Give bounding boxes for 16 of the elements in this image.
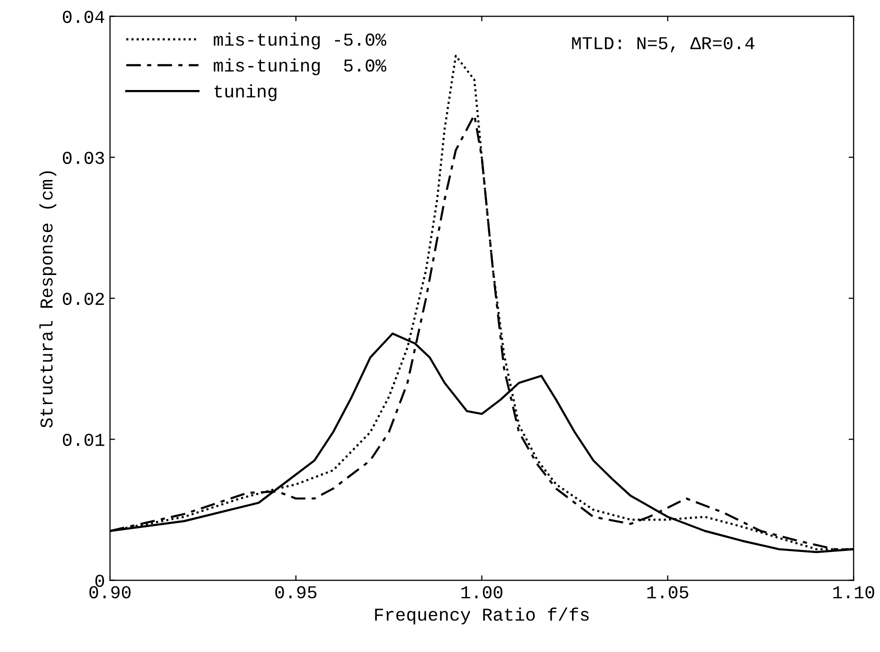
- legend-label: tuning: [214, 84, 276, 102]
- x-tick-label: 1.10: [833, 586, 874, 598]
- y-tick-label: 0.02: [62, 292, 104, 306]
- x-tick-label: 0.90: [89, 586, 131, 598]
- x-tick-label: 1.00: [461, 586, 502, 598]
- y-tick-label: 0.03: [62, 152, 104, 164]
- legend-label: mis-tuning -5.0%: [214, 32, 386, 50]
- annotation: MTLD: N=5, ΔR=0.4: [572, 37, 754, 52]
- y-tick-label: 0: [95, 574, 104, 587]
- y-tick-label: 0.01: [62, 434, 104, 446]
- legend-label: mis-tuning 5.0%: [214, 58, 386, 76]
- x-tick-label: 0.95: [275, 586, 316, 598]
- y-axis-title: Structural Response (cm): [39, 171, 56, 428]
- x-tick-label: 1.05: [647, 586, 688, 598]
- x-axis-title: Frequency Ratio f/fs: [375, 608, 589, 624]
- y-tick-label: 0.04: [62, 10, 104, 24]
